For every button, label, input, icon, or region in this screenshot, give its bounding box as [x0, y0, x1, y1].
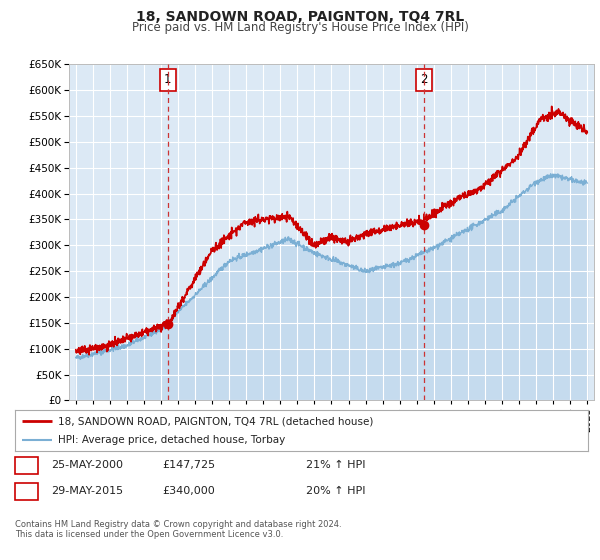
- Text: 1: 1: [23, 460, 30, 470]
- Text: 18, SANDOWN ROAD, PAIGNTON, TQ4 7RL (detached house): 18, SANDOWN ROAD, PAIGNTON, TQ4 7RL (det…: [58, 417, 373, 426]
- Text: £147,725: £147,725: [162, 460, 215, 470]
- Text: 2: 2: [23, 486, 30, 496]
- Text: 29-MAY-2015: 29-MAY-2015: [51, 486, 123, 496]
- Text: £340,000: £340,000: [162, 486, 215, 496]
- Text: 21% ↑ HPI: 21% ↑ HPI: [306, 460, 365, 470]
- Text: 1: 1: [164, 73, 172, 86]
- Text: 18, SANDOWN ROAD, PAIGNTON, TQ4 7RL: 18, SANDOWN ROAD, PAIGNTON, TQ4 7RL: [136, 10, 464, 24]
- Text: 2: 2: [420, 73, 427, 86]
- Text: HPI: Average price, detached house, Torbay: HPI: Average price, detached house, Torb…: [58, 435, 285, 445]
- Text: Price paid vs. HM Land Registry's House Price Index (HPI): Price paid vs. HM Land Registry's House …: [131, 21, 469, 34]
- Text: 20% ↑ HPI: 20% ↑ HPI: [306, 486, 365, 496]
- Text: Contains HM Land Registry data © Crown copyright and database right 2024.
This d: Contains HM Land Registry data © Crown c…: [15, 520, 341, 539]
- Text: 25-MAY-2000: 25-MAY-2000: [51, 460, 123, 470]
